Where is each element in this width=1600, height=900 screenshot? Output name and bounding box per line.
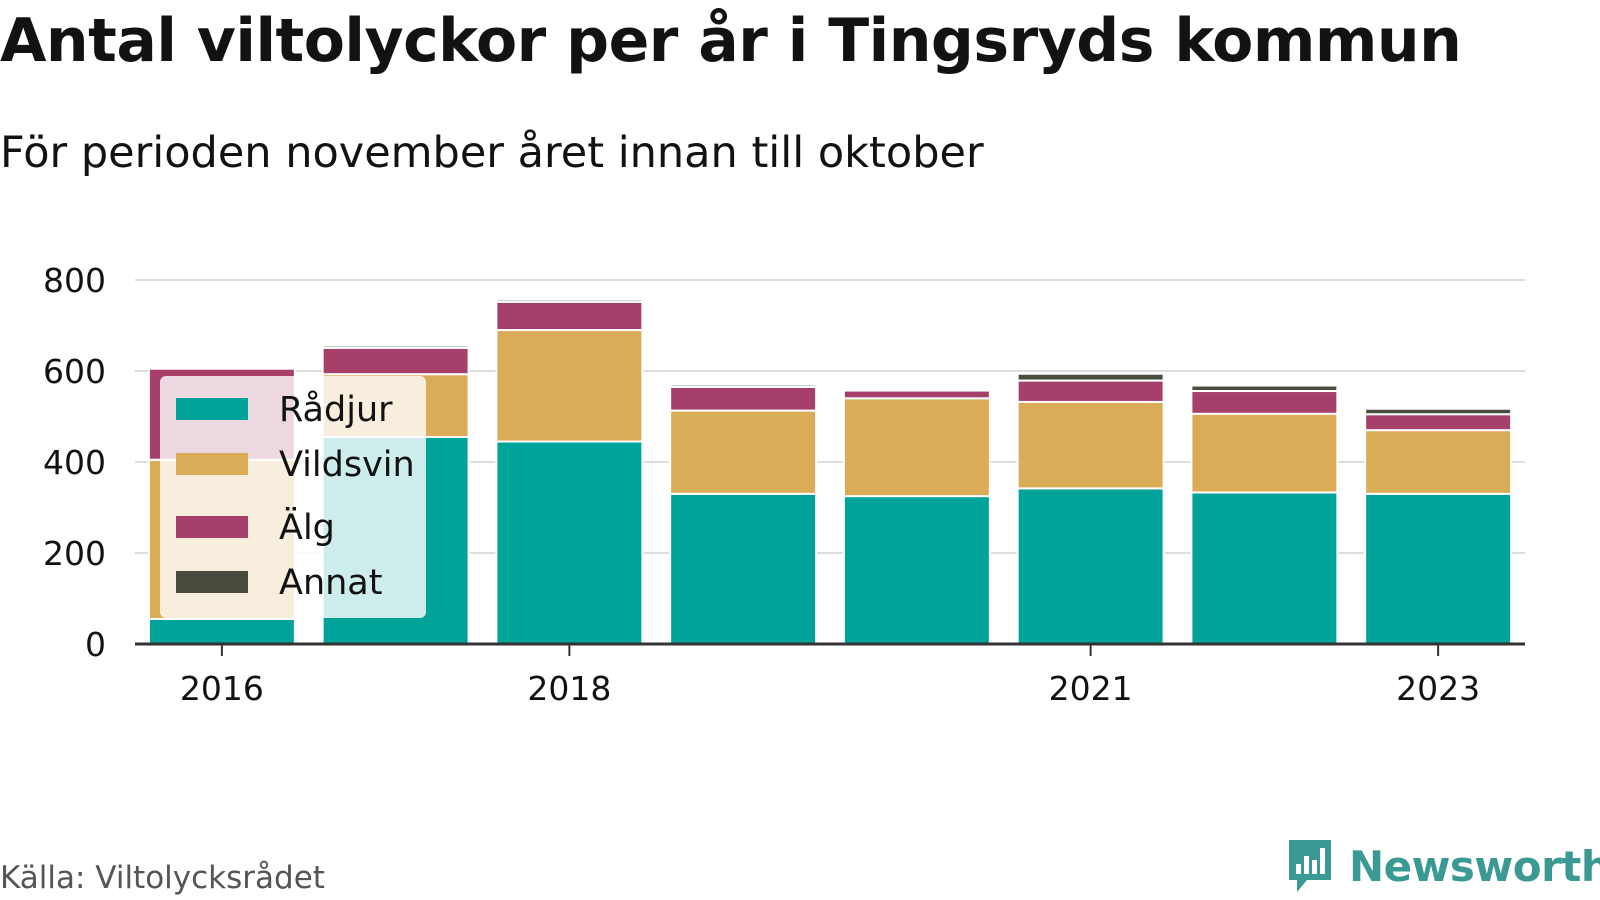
legend-label: Älg xyxy=(279,506,335,548)
legend-background xyxy=(160,376,426,618)
bar-segment xyxy=(1016,487,1165,646)
x-tick-label: 2023 xyxy=(1396,669,1480,708)
legend-swatch xyxy=(176,571,248,593)
legend-swatch xyxy=(176,516,248,538)
bar-stack xyxy=(842,389,991,645)
bar-segment xyxy=(495,440,644,645)
bar-segment xyxy=(321,344,470,349)
bar-segment xyxy=(1364,407,1513,416)
x-axis: 2016 2018 2021 2023 xyxy=(180,644,1480,708)
legend-item: Älg xyxy=(176,506,335,548)
bar-segment xyxy=(495,298,644,303)
brand-name: Newsworthy xyxy=(1349,841,1600,891)
bar-segment xyxy=(669,385,818,412)
y-tick-label: 200 xyxy=(43,534,106,573)
legend-item: Rådjur xyxy=(176,389,393,430)
legend-swatch xyxy=(176,453,248,475)
bar-segment xyxy=(1190,390,1339,415)
x-tick-label: 2016 xyxy=(180,669,264,708)
bar-segment xyxy=(1016,372,1165,382)
chart-subtitle: För perioden november året innan till ok… xyxy=(0,128,984,178)
bar-stack xyxy=(495,298,644,645)
x-tick-label: 2018 xyxy=(527,669,611,708)
bar-segment xyxy=(669,409,818,495)
bar-segment xyxy=(495,329,644,443)
y-tick-label: 400 xyxy=(43,443,106,482)
bar-segment xyxy=(1016,400,1165,490)
bar-segment xyxy=(321,346,470,376)
stacked-bar-chart: 0 200 400 600 800 2016 2018 2021 2023 Rådjur Vil… xyxy=(43,261,1525,708)
bar-stack xyxy=(669,383,818,645)
bar-stack xyxy=(1364,407,1513,645)
newsworthy-logo-icon xyxy=(1289,840,1331,892)
source-note: Källa: Viltolycksrådet xyxy=(0,860,325,896)
brand-logo[interactable]: Newsworthy xyxy=(1285,838,1600,894)
bar-segment xyxy=(1364,492,1513,645)
bar-segment xyxy=(1364,429,1513,495)
bar-segment xyxy=(1190,384,1339,393)
y-tick-label: 600 xyxy=(43,352,106,391)
bar-segment xyxy=(669,492,818,645)
legend-label: Annat xyxy=(279,563,382,603)
legend-swatch xyxy=(176,398,248,420)
chart-title: Antal viltolyckor per år i Tingsryds kom… xyxy=(0,6,1462,76)
y-tick-label: 0 xyxy=(85,625,106,664)
bar-segment xyxy=(1190,412,1339,494)
legend-label: Vildsvin xyxy=(279,445,415,485)
x-tick-label: 2021 xyxy=(1049,669,1133,708)
bar-segment xyxy=(669,383,818,388)
bar-segment xyxy=(842,389,991,400)
bar-stack xyxy=(1016,372,1165,646)
bar-stack xyxy=(1190,384,1339,645)
bar-segment xyxy=(842,397,991,498)
legend-item: Vildsvin xyxy=(176,445,415,485)
legend: Rådjur Vildsvin Älg Annat xyxy=(160,376,426,618)
legend-label: Rådjur xyxy=(279,389,393,430)
bar-segment xyxy=(147,617,296,645)
bar-segment xyxy=(1364,413,1513,432)
y-tick-label: 800 xyxy=(43,261,106,300)
bar-segment xyxy=(495,300,644,332)
legend-item: Annat xyxy=(176,563,382,603)
bar-segment xyxy=(842,495,991,645)
bar-segment xyxy=(1016,379,1165,403)
bar-segment xyxy=(1190,491,1339,645)
y-axis: 0 200 400 600 800 xyxy=(43,261,106,664)
